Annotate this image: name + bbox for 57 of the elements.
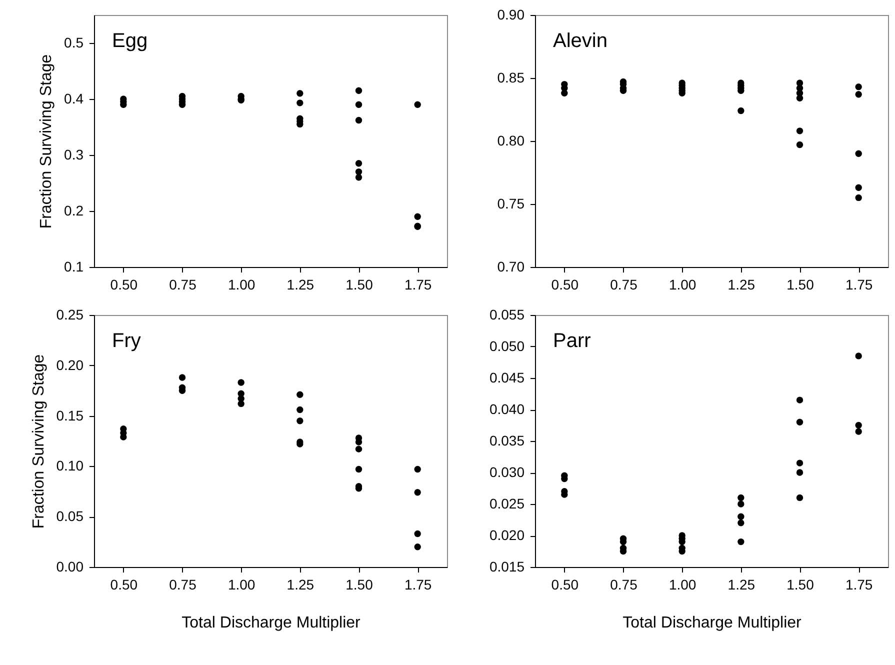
y-tick-label: 0.05 bbox=[56, 508, 84, 524]
x-tick-label: 1.00 bbox=[228, 276, 256, 292]
x-tick-label: 1.25 bbox=[728, 576, 756, 592]
y-axis-title: Fraction Surviving Stage bbox=[38, 54, 56, 229]
x-tick-label: 1.50 bbox=[786, 276, 814, 292]
x-tick-label: 1.25 bbox=[286, 576, 314, 592]
y-tick-label: 0.3 bbox=[64, 146, 84, 162]
y-tick-label: 0.4 bbox=[64, 90, 84, 106]
y-tick-label: 0.015 bbox=[489, 558, 525, 574]
x-tick-label: 0.75 bbox=[169, 276, 197, 292]
y-tick-label: 0.020 bbox=[489, 527, 525, 543]
x-tick-label: 1.50 bbox=[346, 276, 374, 292]
x-tick-label: 0.50 bbox=[110, 276, 138, 292]
x-axis-title: Total Discharge Multiplier bbox=[182, 614, 362, 632]
y-tick-label: 0.2 bbox=[64, 202, 84, 218]
y-tick-label: 0.25 bbox=[56, 306, 84, 322]
x-tick-label: 1.00 bbox=[668, 576, 696, 592]
x-tick-label: 1.50 bbox=[786, 576, 814, 592]
x-tick-label: 1.75 bbox=[404, 576, 432, 592]
x-tick-label: 0.75 bbox=[610, 576, 638, 592]
x-tick-label: 0.75 bbox=[610, 276, 638, 292]
x-tick-label: 1.00 bbox=[668, 276, 696, 292]
x-tick-label: 1.25 bbox=[286, 276, 314, 292]
text: Parr bbox=[553, 330, 592, 352]
y-tick-label: 0.70 bbox=[497, 258, 525, 274]
y-tick-label: 0.035 bbox=[489, 432, 525, 448]
y-axis-title: Fraction Surviving Stage bbox=[30, 354, 48, 529]
y-tick-label: 0.055 bbox=[489, 306, 525, 322]
y-tick-label: 0.75 bbox=[497, 196, 525, 212]
x-tick-label: 1.75 bbox=[404, 276, 432, 292]
text: Fry bbox=[112, 330, 141, 352]
x-tick-label: 1.25 bbox=[728, 276, 756, 292]
x-tick-label: 1.00 bbox=[228, 576, 256, 592]
y-tick-label: 0.15 bbox=[56, 407, 84, 424]
x-axis-title: Total Discharge Multiplier bbox=[622, 614, 802, 632]
y-tick-label: 0.050 bbox=[489, 338, 525, 354]
text: Egg bbox=[112, 30, 148, 52]
x-tick-label: 0.50 bbox=[551, 576, 579, 592]
y-tick-label: 0.20 bbox=[56, 356, 84, 373]
y-tick-label: 0.1 bbox=[64, 258, 84, 274]
x-tick-label: 0.50 bbox=[110, 576, 138, 592]
y-tick-label: 0.00 bbox=[56, 558, 84, 574]
y-tick-label: 0.040 bbox=[489, 401, 525, 417]
x-tick-label: 1.75 bbox=[845, 576, 873, 592]
y-tick-label: 0.045 bbox=[489, 370, 525, 386]
y-tick-label: 0.85 bbox=[497, 70, 525, 86]
y-tick-label: 0.025 bbox=[489, 496, 525, 512]
x-tick-label: 1.75 bbox=[845, 276, 873, 292]
y-tick-label: 0.90 bbox=[497, 6, 525, 22]
x-tick-label: 1.50 bbox=[346, 576, 374, 592]
y-tick-label: 0.80 bbox=[497, 132, 525, 148]
text: Alevin bbox=[553, 30, 608, 52]
y-tick-label: 0.10 bbox=[56, 458, 84, 474]
y-tick-label: 0.030 bbox=[489, 464, 525, 480]
x-tick-label: 0.50 bbox=[551, 276, 579, 292]
y-tick-label: 0.5 bbox=[64, 34, 84, 50]
x-tick-label: 0.75 bbox=[169, 576, 197, 592]
